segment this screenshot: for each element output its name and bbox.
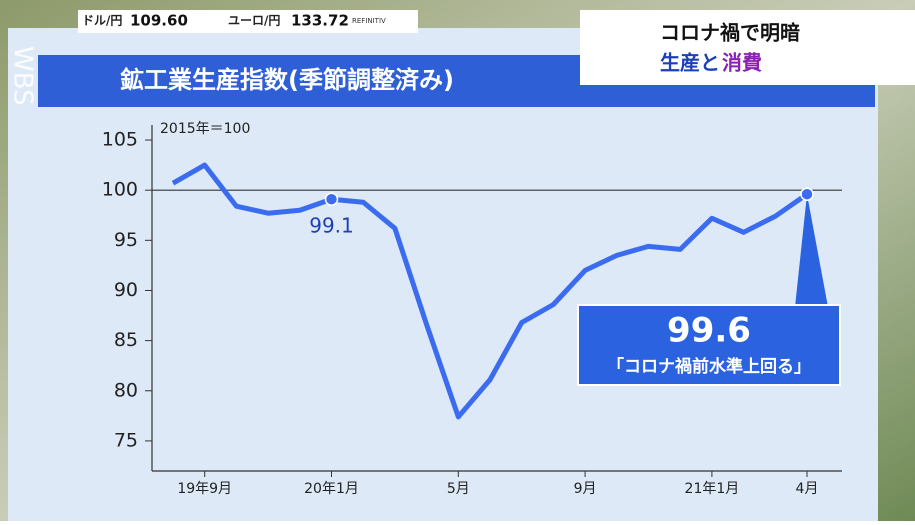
y-tick-label: 90 <box>114 279 138 301</box>
y-tick-label: 75 <box>114 429 138 451</box>
chart-title: 鉱工業生産指数(季節調整済み) <box>120 66 454 94</box>
callout-box <box>577 304 841 386</box>
x-tick-label: 9月 <box>574 481 597 497</box>
data-point <box>800 187 814 201</box>
callout-pointer <box>795 194 828 307</box>
plot: 75 80 85 90 95 100 105 19年9月 20年1月 5月 9月 21年1月 4月 99.… <box>102 129 842 497</box>
data-point <box>324 192 339 206</box>
headline: 消費 <box>722 51 762 75</box>
ticker-value: 133.72 <box>291 12 349 30</box>
y-tick-label: 100 <box>102 179 138 201</box>
y-tick-label: 105 <box>102 129 138 151</box>
x-tick-label: 21年1月 <box>685 481 740 497</box>
ticker-source: REFINITIV <box>352 17 386 25</box>
value-label: 99.1 <box>309 214 354 238</box>
y-tick-label: 80 <box>114 379 138 401</box>
x-tick-label: 19年9月 <box>177 481 232 497</box>
x-tick-label: 4月 <box>796 481 819 497</box>
headline: 生産と <box>660 51 720 75</box>
ticker-value: 109.60 <box>130 12 188 30</box>
ticker-label: ユーロ/円 <box>228 14 280 28</box>
data-line <box>171 162 809 420</box>
ticker-bar <box>78 10 418 33</box>
logo: WBS <box>8 46 38 106</box>
annotation: 「コロナ禍前水準上回る」 <box>607 356 811 377</box>
x-tick-label: 5月 <box>447 481 470 497</box>
headline-box <box>580 10 915 85</box>
x-tick-label: 20年1月 <box>304 481 359 497</box>
y-tick-label: 85 <box>114 329 138 351</box>
headline: コロナ禍で明暗 <box>660 21 800 45</box>
board <box>8 28 878 521</box>
subtitle: 2015年＝100 <box>160 121 250 137</box>
value-label: 99.6 <box>667 311 751 351</box>
ticker-label: ドル/円 <box>82 14 122 28</box>
y-tick-label: 95 <box>114 229 138 251</box>
